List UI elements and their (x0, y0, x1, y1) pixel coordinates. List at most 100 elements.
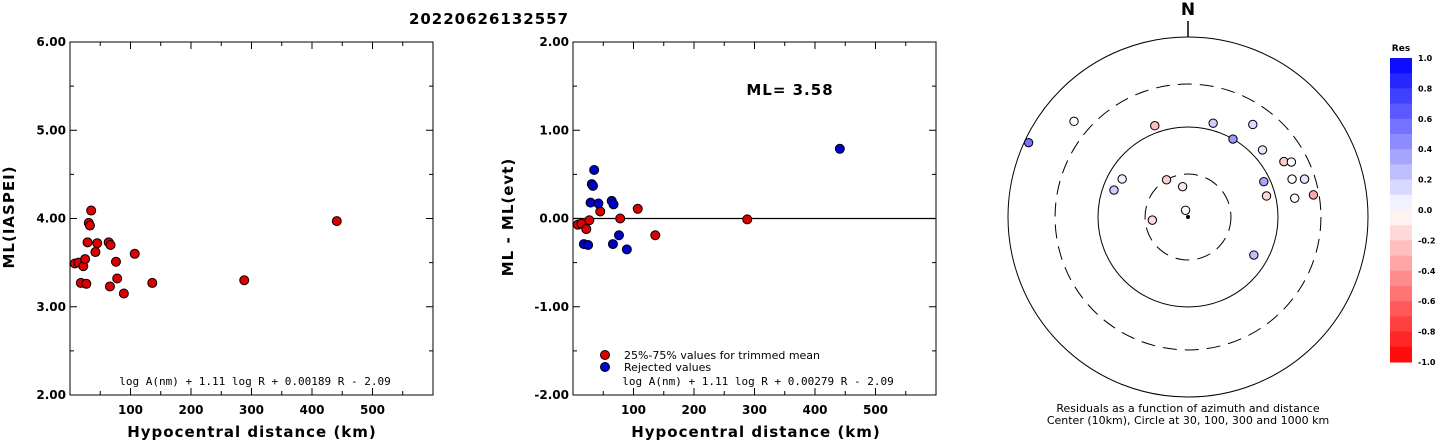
data-point (834, 143, 845, 154)
data-point (118, 288, 129, 299)
station-marker (1109, 185, 1119, 195)
y-tick-label: 0.00 (539, 212, 569, 226)
y-tick-label: 4.00 (36, 212, 66, 226)
colorbar-segment (1390, 194, 1412, 211)
data-point (129, 248, 140, 259)
colorbar-segment (1390, 240, 1412, 257)
data-point (583, 239, 594, 250)
colorbar-segment (1390, 149, 1412, 165)
station-marker (1069, 116, 1079, 127)
colorbar-tick-label: 0.2 (1418, 176, 1432, 185)
colorbar-segment (1390, 331, 1412, 348)
residual-map-panel: N Residuals as a function of azimuth and… (1007, 0, 1436, 427)
legend-trimmed-label: 25%-75% values for trimmed mean (624, 349, 820, 362)
colorbar-segment (1390, 164, 1412, 181)
colorbar-segment (1390, 316, 1412, 333)
colorbar-tick-label: 0.0 (1418, 206, 1433, 215)
colorbar-tick-label: -0.2 (1418, 236, 1436, 245)
figure-title: 20220626132557 (409, 10, 569, 28)
data-point (92, 238, 103, 249)
y-tick-label: 3.00 (36, 300, 66, 314)
station-marker (1261, 191, 1272, 201)
colorbar-tick-label: -0.4 (1418, 267, 1436, 276)
data-point (90, 247, 101, 258)
x-tick-label: 200 (681, 403, 706, 417)
station-marker (1147, 215, 1158, 225)
station-marker (1023, 137, 1034, 148)
data-point (587, 180, 598, 191)
colorbar-tick-label: 0.8 (1418, 84, 1433, 93)
range-circle-100km (1097, 126, 1279, 308)
y-axis-label: ML(IASPEI) (0, 165, 18, 268)
station-marker (1286, 157, 1297, 167)
x-tick-label: 400 (299, 403, 324, 417)
station-marker (1287, 174, 1297, 184)
colorbar-segment (1390, 286, 1412, 302)
station-marker (1117, 174, 1127, 184)
colorbar-segment (1390, 255, 1412, 272)
station-marker (1177, 181, 1188, 192)
ml-formula: log A(nm) + 1.11 log R + 0.00279 R - 2.0… (622, 375, 894, 388)
station-marker (1228, 134, 1238, 144)
map-caption-line-1: Residuals as a function of azimuth and d… (1056, 402, 1319, 415)
data-point (621, 244, 632, 255)
colorbar-segment (1390, 270, 1412, 287)
north-label: N (1181, 0, 1195, 20)
data-point (239, 275, 250, 286)
range-circle-30km (1144, 173, 1232, 261)
y-tick-label: 1.00 (539, 123, 569, 137)
data-point (82, 237, 93, 248)
colorbar-tick-label: -0.6 (1418, 297, 1436, 306)
y-tick-label: 2.00 (539, 35, 569, 49)
colorbar-segment (1390, 73, 1412, 89)
x-tick-label: 100 (118, 403, 143, 417)
x-tick-label: 300 (239, 403, 264, 417)
colorbar-segment (1390, 103, 1412, 120)
colorbar-segment (1390, 225, 1412, 241)
station-marker (1248, 119, 1258, 130)
plot-frame (69, 41, 434, 396)
data-point (147, 277, 158, 288)
data-point (593, 198, 604, 209)
data-point (584, 215, 595, 226)
x-axis-label: Hypocentral distance (km) (127, 423, 377, 441)
x-tick-label: 500 (360, 403, 385, 417)
station-marker (1150, 121, 1160, 131)
legend-rejected-label: Rejected values (624, 361, 711, 374)
x-tick-label: 100 (621, 403, 646, 417)
data-point (110, 256, 121, 267)
colorbar-segment (1390, 346, 1412, 363)
station-marker (1299, 174, 1310, 184)
range-circle-1000km (1007, 36, 1369, 398)
x-tick-label: 400 (802, 403, 827, 417)
colorbar-tick-label: -0.8 (1418, 328, 1436, 337)
colorbar-tick-label: 0.6 (1418, 115, 1433, 124)
station-marker (1257, 145, 1268, 155)
data-point (613, 230, 624, 241)
station-marker (1161, 175, 1172, 185)
map-caption-line-2: Center (10km), Circle at 30, 100, 300 an… (1047, 414, 1329, 427)
ml-residual-panel: ML= 3.58 25%-75% values for trimmed mean… (499, 35, 937, 441)
ml-formula: log A(nm) + 1.11 log R + 0.00189 R - 2.0… (119, 375, 391, 388)
ml-annotation: ML= 3.58 (746, 81, 833, 99)
data-point (608, 199, 619, 210)
station-marker (1249, 250, 1259, 260)
colorbar-segment (1390, 301, 1412, 317)
y-tick-label: -1.00 (534, 300, 569, 314)
y-tick-label: 6.00 (36, 35, 66, 49)
colorbar-segment (1390, 58, 1412, 74)
station-marker (1180, 205, 1191, 216)
data-point (105, 239, 116, 250)
data-point (607, 239, 618, 250)
station-marker (1290, 193, 1300, 203)
colorbar-segment (1390, 118, 1412, 135)
y-tick-label: 2.00 (36, 388, 66, 402)
data-point (104, 281, 115, 292)
colorbar-label: Res (1392, 44, 1410, 54)
ml-iaspei-panel: log A(nm) + 1.11 log R + 0.00189 R - 2.0… (0, 35, 434, 441)
legend-trimmed-marker (600, 350, 610, 360)
y-tick-label: 5.00 (36, 123, 66, 137)
data-point (615, 213, 626, 224)
station-marker (1208, 118, 1218, 128)
